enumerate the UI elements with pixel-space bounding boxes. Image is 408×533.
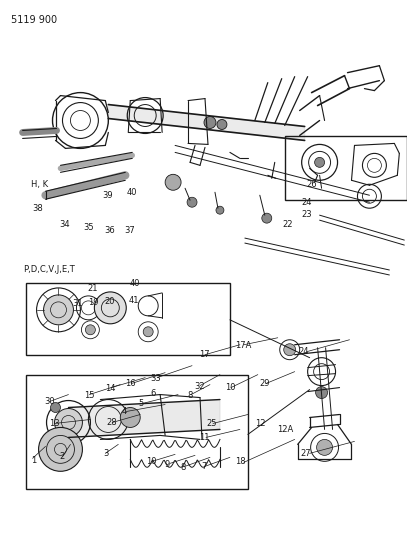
Text: 39: 39 <box>102 191 113 200</box>
Circle shape <box>317 439 333 455</box>
Text: 28: 28 <box>107 418 118 427</box>
Text: 21: 21 <box>87 284 98 293</box>
Text: 11: 11 <box>199 433 209 442</box>
Text: 14: 14 <box>105 384 116 393</box>
Text: 2: 2 <box>59 452 64 461</box>
Text: 31: 31 <box>72 299 82 308</box>
Circle shape <box>216 206 224 214</box>
Text: 8: 8 <box>180 463 186 472</box>
Circle shape <box>316 386 328 399</box>
Text: 34: 34 <box>60 220 70 229</box>
Circle shape <box>284 344 296 356</box>
Text: 18: 18 <box>235 457 246 466</box>
Circle shape <box>44 295 73 325</box>
Text: 8: 8 <box>188 391 193 400</box>
Text: P,D,C,V,J,E,T: P,D,C,V,J,E,T <box>23 265 75 273</box>
Text: 25: 25 <box>206 419 217 428</box>
Circle shape <box>85 325 95 335</box>
Text: 13: 13 <box>49 419 60 428</box>
Text: 3: 3 <box>104 449 109 458</box>
Polygon shape <box>109 104 305 140</box>
Text: 12A: 12A <box>277 425 293 433</box>
Text: 20: 20 <box>104 297 115 306</box>
Text: 27: 27 <box>300 449 311 458</box>
Text: 33: 33 <box>150 374 161 383</box>
Circle shape <box>204 117 216 128</box>
Text: 37: 37 <box>124 226 135 235</box>
Polygon shape <box>69 400 220 438</box>
Text: 1: 1 <box>31 456 36 465</box>
Text: 36: 36 <box>104 226 115 235</box>
Text: 41: 41 <box>129 296 139 305</box>
Text: 24: 24 <box>299 347 309 356</box>
Circle shape <box>315 157 325 167</box>
Text: 17A: 17A <box>235 341 251 350</box>
Text: 10: 10 <box>146 457 156 466</box>
Circle shape <box>143 327 153 337</box>
Text: 29: 29 <box>259 379 269 388</box>
Circle shape <box>120 408 140 427</box>
Text: 38: 38 <box>32 204 43 213</box>
Circle shape <box>262 213 272 223</box>
Text: 35: 35 <box>83 223 94 232</box>
Circle shape <box>187 197 197 207</box>
Circle shape <box>51 402 60 413</box>
Text: 26: 26 <box>307 180 317 189</box>
Text: H, K: H, K <box>31 180 48 189</box>
Text: 32: 32 <box>195 382 205 391</box>
Text: 17: 17 <box>199 350 209 359</box>
Circle shape <box>55 408 82 437</box>
Text: 10: 10 <box>226 383 236 392</box>
Text: 22: 22 <box>282 220 293 229</box>
Text: 40: 40 <box>130 279 140 288</box>
Text: 5: 5 <box>138 399 144 408</box>
Text: 24: 24 <box>301 198 312 207</box>
Circle shape <box>165 174 181 190</box>
Text: 15: 15 <box>84 391 95 400</box>
Text: 5119 900: 5119 900 <box>11 15 57 25</box>
Text: 4: 4 <box>122 407 127 416</box>
Text: 30: 30 <box>44 397 55 406</box>
Text: 6: 6 <box>151 390 156 399</box>
Text: 16: 16 <box>126 379 136 388</box>
Circle shape <box>217 119 227 130</box>
Text: 19: 19 <box>88 298 99 307</box>
Text: 23: 23 <box>301 210 312 219</box>
Text: 40: 40 <box>126 188 137 197</box>
Text: 12: 12 <box>255 419 265 428</box>
Circle shape <box>39 427 82 471</box>
Text: 9: 9 <box>165 459 170 469</box>
Text: 7: 7 <box>201 462 207 471</box>
Circle shape <box>94 292 126 324</box>
